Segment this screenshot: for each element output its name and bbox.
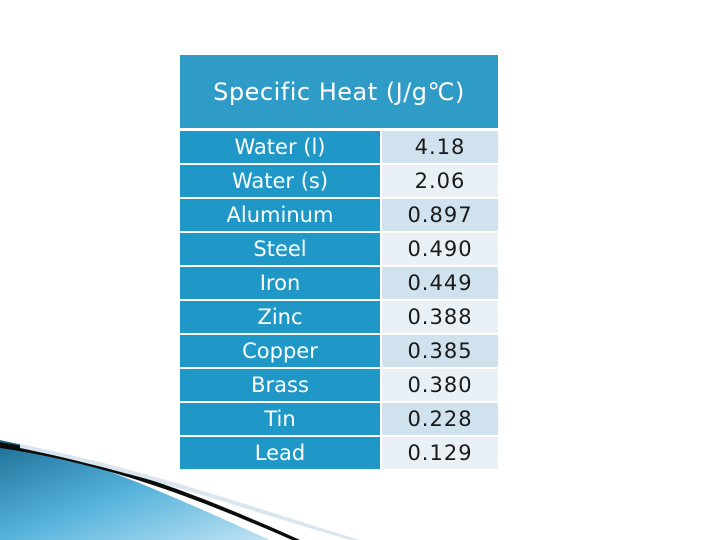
specific-heat-value: 0.490 [382,233,498,265]
decorative-swoosh [0,440,360,540]
table-row: Water (s) 2.06 [180,165,498,199]
table-header: Specific Heat (J/g℃) [180,55,498,131]
specific-heat-value: 0.897 [382,199,498,231]
table-row: Iron 0.449 [180,267,498,301]
specific-heat-value: 0.449 [382,267,498,299]
material-name: Tin [180,403,382,435]
material-name: Brass [180,369,382,401]
material-name: Iron [180,267,382,299]
material-name: Lead [180,437,382,469]
material-name: Copper [180,335,382,367]
table-row: Copper 0.385 [180,335,498,369]
table-row: Lead 0.129 [180,437,498,471]
material-name: Steel [180,233,382,265]
specific-heat-value: 4.18 [382,131,498,163]
swoosh-dark-line [0,442,300,540]
material-name: Zinc [180,301,382,333]
table-row: Zinc 0.388 [180,301,498,335]
swoosh-light-line [20,444,360,540]
material-name: Water (l) [180,131,382,163]
table-body: Water (l) 4.18 Water (s) 2.06 Aluminum 0… [180,131,498,471]
specific-heat-value: 0.380 [382,369,498,401]
table-row: Brass 0.380 [180,369,498,403]
table-row: Steel 0.490 [180,233,498,267]
specific-heat-value: 0.129 [382,437,498,469]
specific-heat-value: 0.388 [382,301,498,333]
table-row: Tin 0.228 [180,403,498,437]
material-name: Aluminum [180,199,382,231]
swoosh-blue-band [0,440,270,540]
specific-heat-value: 0.228 [382,403,498,435]
specific-heat-value: 2.06 [382,165,498,197]
table-row: Water (l) 4.18 [180,131,498,165]
table-row: Aluminum 0.897 [180,199,498,233]
specific-heat-value: 0.385 [382,335,498,367]
specific-heat-table: Specific Heat (J/g℃) Water (l) 4.18 Wate… [180,55,498,474]
material-name: Water (s) [180,165,382,197]
